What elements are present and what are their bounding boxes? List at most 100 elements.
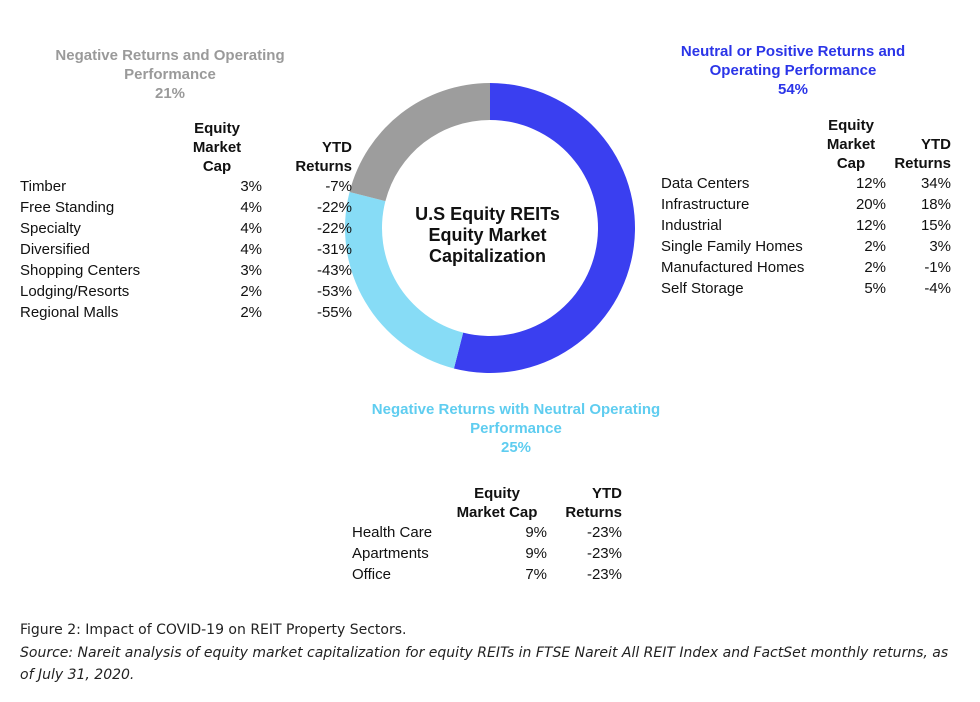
header-line: Equity [828,117,874,134]
header-equity-market-cap: Equity Market Cap [447,484,547,522]
group-title-positive: Neutral or Positive Returns and Operatin… [643,42,943,99]
ytd-return-value: 34% [920,175,951,192]
ytd-return-value: -23% [586,566,622,583]
ytd-return-value: 15% [920,217,951,234]
ytd-return-value: -43% [316,262,352,279]
ytd-return-value: -23% [586,545,622,562]
table-row: Free Standing 4% -22% [20,197,352,218]
table-row: Timber 3% -7% [20,176,352,197]
sector-name: Manufactured Homes [661,259,805,276]
table-row: Industrial 12% 15% [661,215,951,236]
sector-name: Specialty [20,220,81,237]
group-pct-label: 54% [777,81,809,98]
group-title-line: Performance [124,66,216,83]
table-header-row: Equity Market Cap YTD Returns [20,119,352,176]
market-cap-value: 12% [855,175,886,192]
market-cap-value: 5% [864,280,886,297]
table-header-row: Equity Market Cap YTD Returns [661,116,951,173]
header-line: Equity [194,120,240,137]
table-row: Manufactured Homes 2% -1% [661,257,951,278]
header-equity-market-cap: Equity Market Cap [172,119,262,176]
table-row: Self Storage 5% -4% [661,278,951,299]
market-cap-value: 4% [240,241,262,258]
market-cap-value: 9% [525,545,547,562]
market-cap-value: 20% [855,196,886,213]
table-row: Office 7% -23% [352,564,622,585]
group-title-negative: Negative Returns and Operating Performan… [20,46,320,103]
sector-name: Single Family Homes [661,238,803,255]
ytd-return-value: -31% [316,241,352,258]
table-row: Shopping Centers 3% -43% [20,260,352,281]
header-line: Returns [565,504,622,521]
table-row: Specialty 4% -22% [20,218,352,239]
donut-slice [453,83,636,374]
header-line: Cap [836,155,866,172]
market-cap-value: 2% [864,238,886,255]
sector-name: Office [352,566,391,583]
table-row: Regional Malls 2% -55% [20,302,352,323]
ytd-return-value: -1% [924,259,951,276]
sector-name: Shopping Centers [20,262,141,279]
table-row: Lodging/Resorts 2% -53% [20,281,352,302]
group-pct-label: 21% [154,85,186,102]
table-row: Infrastructure 20% 18% [661,194,951,215]
market-cap-value: 2% [240,283,262,300]
header-line: YTD [921,136,951,153]
sector-name: Diversified [20,241,91,258]
header-line: Market Cap [456,504,538,521]
market-cap-value: 4% [240,220,262,237]
donut-center-title: U.S Equity REITs Equity Market Capitaliz… [395,204,580,267]
group-title-line: Negative Returns and Operating [55,47,285,64]
sector-name: Timber [20,178,67,195]
header-line: Equity [474,485,520,502]
header-line: Returns [295,158,352,175]
group-title-line: Neutral or Positive Returns and [680,43,906,60]
market-cap-value: 3% [240,178,262,195]
market-cap-value: 3% [240,262,262,279]
header-line: Cap [202,158,232,175]
header-blank [352,484,447,522]
sector-table-negative: Equity Market Cap YTD Returns Timber 3% -7% Free… [20,119,352,323]
header-blank [661,116,816,173]
header-ytd-returns: YTD Returns [547,484,622,522]
table-header-row: Equity Market Cap YTD Returns [352,484,622,522]
group-title-mixed: Negative Returns with Neutral Operating … [350,400,682,457]
market-cap-value: 2% [864,259,886,276]
sector-name: Apartments [352,545,429,562]
sector-name: Infrastructure [661,196,750,213]
sector-name: Industrial [661,217,722,234]
group-pct-label: 25% [500,439,532,456]
ytd-return-value: -53% [316,283,352,300]
header-line: Market [192,139,242,156]
header-ytd-returns: YTD Returns [886,116,951,173]
group-title-line: Operating Performance [709,62,877,79]
group-title-line: Negative Returns with Neutral Operating [371,401,661,418]
header-blank [20,119,172,176]
table-row: Diversified 4% -31% [20,239,352,260]
sector-name: Free Standing [20,199,115,216]
donut-center-title-line: Equity Market [428,225,547,245]
figure-caption: Figure 2: Impact of COVID-19 on REIT Pro… [20,622,407,638]
ytd-return-value: 3% [929,238,951,255]
ytd-return-value: -22% [316,220,352,237]
sector-name: Self Storage [661,280,744,297]
figure-source: Source: Nareit analysis of equity market… [20,645,949,683]
header-line: YTD [592,485,622,502]
sector-table-positive: Equity Market Cap YTD Returns Data Centers 12%… [661,116,951,299]
ytd-return-value: -23% [586,524,622,541]
donut-slice [345,191,464,369]
table-row: Data Centers 12% 34% [661,173,951,194]
group-title-line: Performance [470,420,562,437]
ytd-return-value: -22% [316,199,352,216]
market-cap-value: 7% [525,566,547,583]
market-cap-value: 4% [240,199,262,216]
header-line: YTD [322,139,352,156]
header-ytd-returns: YTD Returns [262,119,352,176]
header-line: Returns [894,155,951,172]
ytd-return-value: -7% [325,178,352,195]
ytd-return-value: -55% [316,304,352,321]
donut-slice [349,83,490,202]
sector-name: Data Centers [661,175,750,192]
ytd-return-value: 18% [920,196,951,213]
sector-name: Regional Malls [20,304,119,321]
